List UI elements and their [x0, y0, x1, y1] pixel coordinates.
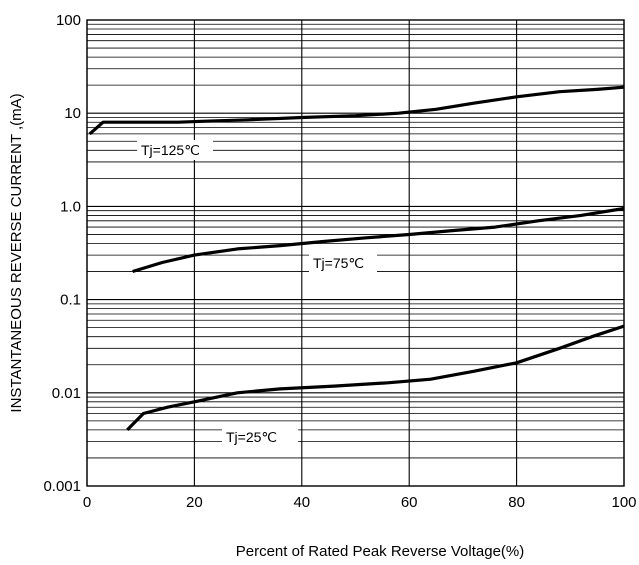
curves	[88, 85, 625, 432]
y-tick-labels: 0.001 0.01 0.1 1.0 10 100	[43, 12, 81, 495]
series-line-1	[132, 206, 625, 274]
y-axis-title: INSTANTANEOUS REVERSE CURRENT ,(mA)	[8, 93, 25, 412]
x-tick-label: 80	[508, 494, 525, 511]
y-tick-label: 100	[56, 12, 81, 29]
series-label-125: Tj=125℃	[141, 142, 200, 158]
series-label-75: Tj=75℃	[313, 255, 364, 271]
x-tick-label: 40	[293, 494, 310, 511]
curve-labels: Tj=125℃ Tj=75℃ Tj=25℃	[137, 140, 377, 447]
x-axis-title: Percent of Rated Peak Reverse Voltage(%)	[236, 543, 525, 560]
x-tick-label: 100	[611, 494, 636, 511]
series-label-bg-25	[222, 427, 298, 447]
series-label-bg-125	[137, 140, 213, 160]
series-line-0	[88, 85, 625, 136]
y-tick-label: 0.1	[60, 292, 81, 309]
y-tick-label: 1.0	[60, 198, 81, 215]
x-tick-label: 0	[83, 494, 91, 511]
y-tick-label: 0.01	[52, 385, 81, 402]
series-label-25: Tj=25℃	[226, 429, 277, 445]
y-tick-label: 10	[64, 105, 81, 122]
series-label-bg-75	[309, 253, 377, 273]
x-tick-label: 60	[401, 494, 418, 511]
plot-frame	[86, 19, 625, 487]
series-line-2	[126, 324, 625, 432]
y-tick-label: 0.001	[43, 478, 81, 495]
x-tick-labels: 0 20 40 60 80 100	[83, 494, 637, 511]
x-tick-label: 20	[186, 494, 203, 511]
